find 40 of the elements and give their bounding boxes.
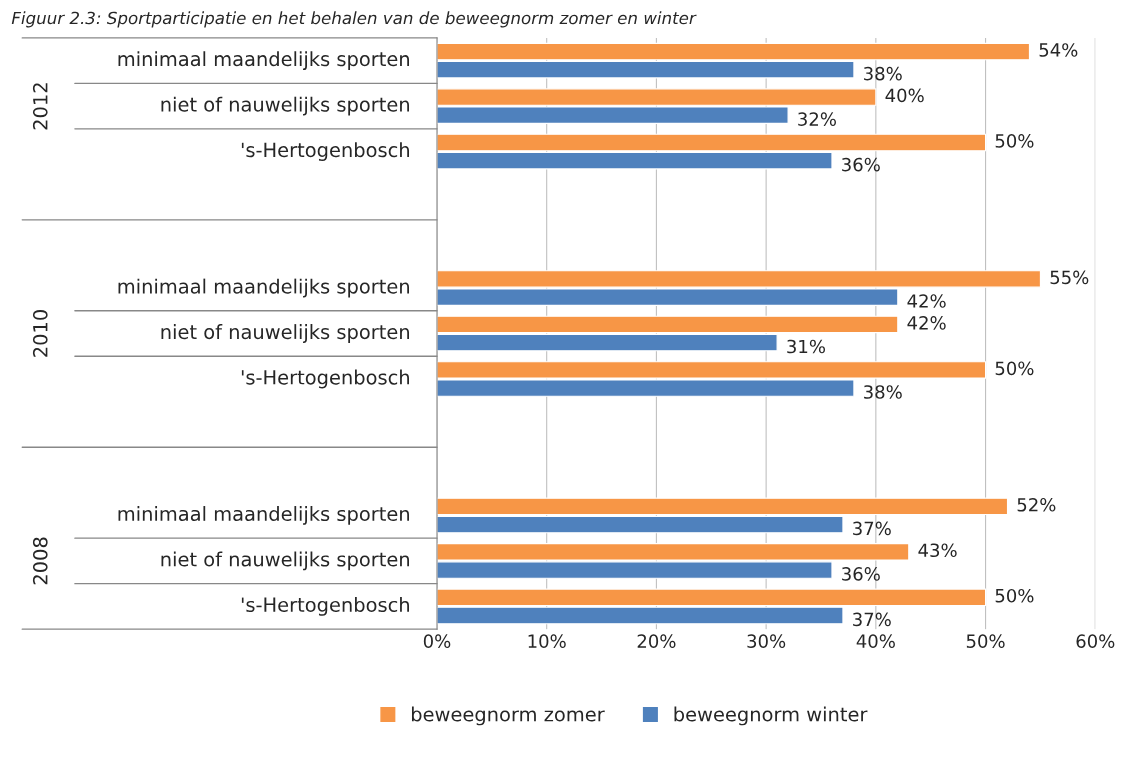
data-label: 42% — [907, 316, 946, 330]
chart-title: Figuur 2.3: Sportparticipatie en het behalen van de beweegnorm zomer en winter — [11, 11, 697, 28]
data-label: 54% — [1039, 43, 1078, 57]
data-label: 36% — [842, 157, 880, 172]
x-tick-label: 60% — [1076, 634, 1115, 648]
data-label: 36% — [842, 567, 880, 581]
data-label: 37% — [853, 612, 891, 627]
x-tick-label: 50% — [966, 634, 1005, 648]
data-label: 52% — [1017, 497, 1056, 512]
x-tick-label: 20% — [637, 634, 676, 648]
y-tick-label: minimaal maandelijks sporten — [118, 506, 409, 525]
x-tick-label: 40% — [856, 634, 895, 648]
data-label: 43% — [918, 543, 957, 558]
y-tick-label: 's-Hertogenbosch — [241, 596, 409, 616]
data-label: 31% — [787, 339, 826, 354]
y-tick-label: niet of nauwelijks sporten — [161, 96, 409, 116]
data-label: 50% — [995, 134, 1034, 148]
data-label: 40% — [885, 88, 924, 103]
data-label: 38% — [864, 66, 902, 81]
text: 2008 — [32, 537, 48, 585]
text: 2012 — [32, 83, 48, 130]
y-tick-label: niet of nauwelijks sporten — [161, 551, 409, 571]
y-tick-label: minimaal maandelijks sporten — [118, 51, 409, 71]
y-tick-label: niet of nauwelijks sporten — [161, 324, 409, 343]
data-label: 42% — [907, 294, 946, 308]
y-tick-label: minimaal maandelijks sporten — [118, 278, 409, 298]
legend-label: beweegnorm winter — [674, 706, 868, 726]
x-tick-label: 30% — [747, 634, 786, 648]
data-label: 32% — [798, 112, 836, 126]
data-label: 37% — [853, 521, 891, 536]
data-label: 38% — [864, 385, 902, 399]
data-label: 50% — [995, 361, 1034, 376]
data-label: 55% — [1050, 270, 1089, 285]
x-tick-label: 0% — [423, 634, 451, 648]
legend-label: beweegnorm zomer — [411, 706, 605, 726]
x-tick-label: 10% — [528, 634, 566, 648]
text: 2010 — [32, 310, 48, 357]
data-label: 50% — [995, 588, 1034, 603]
y-tick-label: 's-Hertogenbosch — [241, 142, 409, 162]
y-tick-label: 's-Hertogenbosch — [241, 369, 409, 389]
